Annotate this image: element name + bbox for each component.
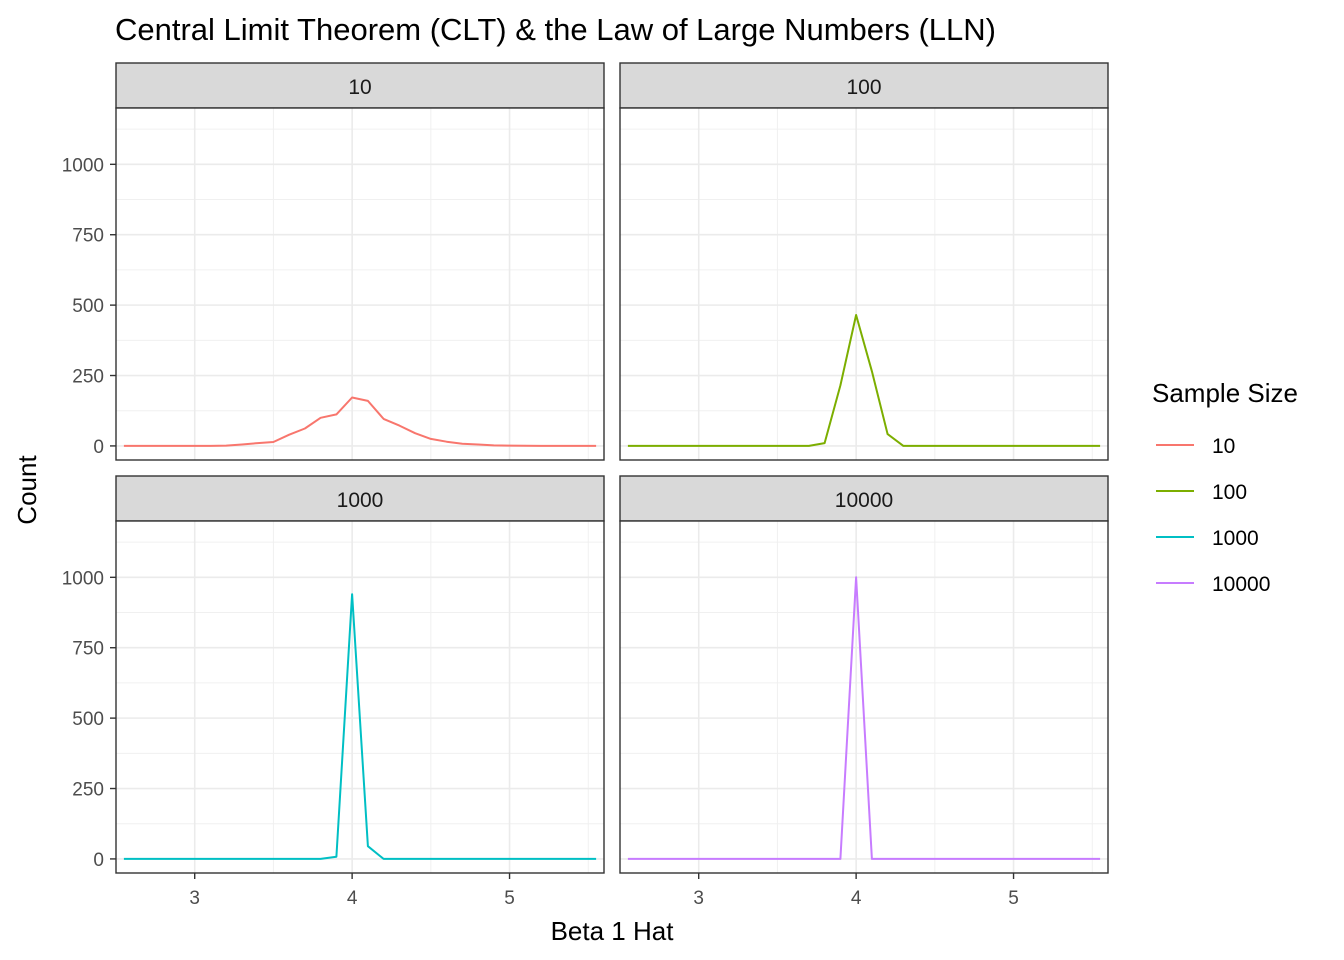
y-tick-label: 0: [93, 850, 104, 871]
chart-title: Central Limit Theorem (CLT) & the Law of…: [115, 12, 996, 47]
legend-label: 10: [1212, 435, 1235, 458]
panel-background: [116, 108, 604, 460]
y-tick-label: 500: [72, 709, 104, 730]
x-tick-label: 3: [189, 888, 200, 909]
legend-item-100: 100: [1156, 481, 1247, 504]
panel-background: [620, 521, 1108, 873]
strip-background: [115, 62, 605, 109]
panel-background: [620, 108, 1108, 460]
facet-panel-10000: 10000 3 4 5: [619, 475, 1109, 909]
strip-background: [619, 475, 1109, 522]
legend-item-1000: 1000: [1156, 527, 1259, 550]
legend-label: 10000: [1212, 573, 1270, 596]
legend-title: Sample Size: [1152, 378, 1298, 408]
legend-item-10000: 10000: [1156, 573, 1270, 596]
x-tick-label: 5: [504, 888, 515, 909]
panel-border: [619, 520, 1109, 874]
y-tick-label: 250: [72, 367, 104, 388]
panel-border: [619, 107, 1109, 461]
y-tick-label: 0: [93, 437, 104, 458]
strip-background: [619, 62, 1109, 109]
x-tick-label: 4: [851, 888, 862, 909]
y-tick-label: 1000: [62, 568, 104, 589]
legend-item-10: 10: [1156, 435, 1235, 458]
strip-label: 1000: [337, 489, 384, 512]
y-tick-label: 1000: [62, 155, 104, 176]
y-tick-label: 750: [72, 639, 104, 660]
facet-panel-1000: 1000 0 250 500 750 1000 3 4 5: [62, 475, 605, 909]
x-axis-title: Beta 1 Hat: [551, 916, 675, 946]
x-tick-label: 3: [693, 888, 704, 909]
x-tick-label: 4: [347, 888, 358, 909]
legend-items: 10 100 1000 10000: [1156, 435, 1270, 596]
legend: Sample Size 10 100 1000 10000: [1152, 378, 1298, 596]
strip-label: 100: [846, 76, 881, 99]
series-line-10000: [627, 576, 1101, 860]
y-tick-label: 500: [72, 296, 104, 317]
strip-label: 10000: [835, 489, 893, 512]
y-tick-label: 750: [72, 226, 104, 247]
legend-label: 100: [1212, 481, 1247, 504]
y-tick-label: 250: [72, 780, 104, 801]
strip-label: 10: [348, 76, 371, 99]
legend-label: 1000: [1212, 527, 1259, 550]
series-line-100: [627, 314, 1101, 447]
series-line-1000: [123, 593, 597, 860]
x-tick-label: 5: [1008, 888, 1019, 909]
series-line-10: [123, 396, 597, 447]
panel-background: [116, 521, 604, 873]
strip-background: [115, 475, 605, 522]
panel-border: [115, 520, 605, 874]
panel-border: [115, 107, 605, 461]
facet-panel-10: 10 0 250 500 750 1000: [62, 62, 605, 461]
facet-panel-100: 100: [619, 62, 1109, 461]
y-axis-title: Count: [12, 455, 42, 525]
